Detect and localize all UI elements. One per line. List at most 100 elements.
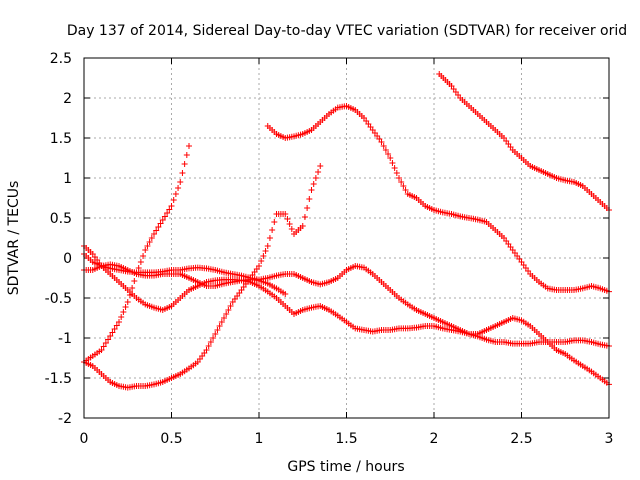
- data-point: [387, 155, 394, 161]
- data-point: [146, 239, 153, 245]
- data-marks: [81, 71, 612, 391]
- data-point: [179, 170, 186, 176]
- data-point: [168, 203, 175, 209]
- data-point: [164, 210, 171, 216]
- data-point: [214, 327, 221, 333]
- data-point: [269, 227, 276, 233]
- data-point: [262, 248, 269, 254]
- data-point: [109, 329, 116, 336]
- data-point: [155, 224, 162, 230]
- data-point: [400, 183, 407, 189]
- data-point: [118, 314, 125, 320]
- data-point: [218, 319, 225, 325]
- y-tick-label: -0.5: [45, 291, 72, 307]
- x-tick-label: 3: [605, 431, 614, 447]
- data-point: [266, 235, 273, 241]
- chart-title: Day 137 of 2014, Sidereal Day-to-day VTE…: [67, 23, 627, 39]
- data-point: [310, 181, 317, 187]
- data-point: [317, 163, 324, 169]
- y-tick-label: 2.5: [50, 51, 72, 67]
- data-point: [312, 175, 319, 181]
- data-point: [148, 235, 155, 241]
- x-tick-label: 0: [80, 431, 89, 447]
- x-tick-label: 0.5: [160, 431, 182, 447]
- x-tick-label: 2.5: [510, 431, 532, 447]
- data-point: [271, 219, 278, 225]
- data-point: [172, 191, 179, 197]
- data-point: [260, 253, 267, 259]
- data-point: [264, 243, 271, 249]
- data-point: [100, 343, 107, 350]
- series-s2: [81, 163, 324, 391]
- data-point: [299, 223, 306, 229]
- data-point: [207, 339, 214, 345]
- data-point: [227, 303, 234, 309]
- data-point: [402, 187, 409, 193]
- data-point: [378, 139, 385, 145]
- data-point: [111, 326, 118, 332]
- y-axis-label: SDTVAR / TECUs: [6, 181, 22, 296]
- data-point: [166, 206, 173, 213]
- y-tick-label: -1: [58, 331, 72, 347]
- data-point: [140, 253, 147, 259]
- data-point: [221, 315, 227, 321]
- series-s1: [81, 143, 192, 365]
- series-s3: [264, 103, 612, 295]
- data-point: [258, 258, 265, 264]
- data-point: [304, 205, 311, 211]
- data-point: [393, 170, 400, 176]
- data-point: [216, 323, 223, 329]
- axis-ticks: 0 0.5 1 1.5 2 2.5 3 -2 -1.5 -1 -0.5 0 0.5 1 1.5 2 2.5: [45, 51, 614, 447]
- data-point: [170, 197, 177, 203]
- x-axis-label: GPS time / hours: [287, 459, 404, 475]
- data-point: [159, 217, 166, 223]
- data-point: [389, 160, 396, 166]
- data-point: [161, 213, 168, 220]
- data-point: [282, 291, 289, 297]
- y-tick-label: 1: [63, 171, 72, 187]
- data-point: [157, 220, 164, 227]
- data-point: [223, 311, 230, 317]
- data-point: [186, 143, 192, 149]
- data-point: [129, 285, 136, 291]
- data-point: [391, 165, 398, 171]
- data-point: [380, 143, 387, 149]
- data-point: [102, 340, 109, 346]
- y-tick-label: -1.5: [45, 371, 72, 387]
- series-s4: [436, 71, 612, 213]
- data-point: [98, 347, 105, 353]
- series-s7: [81, 261, 289, 297]
- grid: [84, 58, 609, 418]
- data-point: [183, 152, 190, 158]
- data-point: [286, 221, 293, 227]
- x-tick-label: 1: [255, 431, 264, 447]
- y-tick-label: 1.5: [50, 131, 72, 147]
- data-point: [153, 227, 160, 234]
- data-point: [256, 263, 262, 269]
- data-point: [144, 243, 151, 249]
- data-point: [398, 179, 405, 185]
- y-tick-label: -2: [58, 411, 72, 427]
- data-point: [105, 336, 112, 343]
- data-point: [124, 299, 131, 305]
- data-point: [315, 169, 322, 175]
- data-point: [210, 335, 217, 341]
- y-tick-label: 2: [63, 91, 72, 107]
- y-tick-label: 0: [63, 251, 72, 267]
- data-point: [177, 179, 184, 185]
- data-point: [137, 259, 144, 265]
- data-point: [107, 333, 114, 339]
- data-point: [120, 309, 127, 315]
- plot-frame: [83, 57, 610, 419]
- y-tick-label: 0.5: [50, 211, 72, 227]
- data-point: [181, 161, 188, 167]
- data-point: [308, 187, 315, 193]
- data-point: [205, 343, 212, 349]
- data-point: [385, 151, 392, 157]
- x-tick-label: 1.5: [335, 431, 357, 447]
- data-point: [175, 185, 182, 191]
- data-point: [301, 214, 308, 220]
- data-point: [306, 196, 313, 202]
- data-point: [284, 216, 291, 222]
